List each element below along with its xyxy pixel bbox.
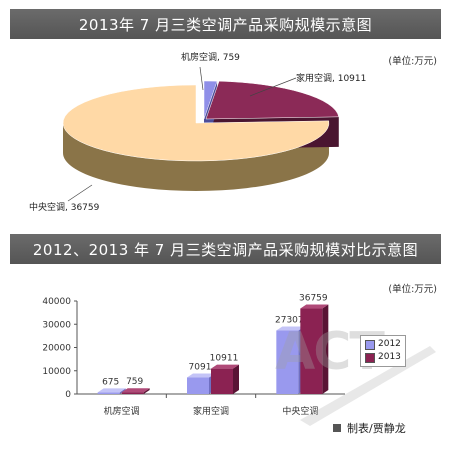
bar-value-label: 675	[102, 377, 119, 387]
pie-leader-line	[249, 77, 297, 97]
bar-value-label: 759	[126, 377, 143, 387]
bar-2012-0	[97, 388, 126, 394]
x-tick-label: 中央空调	[282, 405, 318, 417]
pie-slice-label: 家用空调, 10911	[296, 72, 366, 84]
credit-line: 制表/贾静龙	[333, 420, 406, 436]
legend-item-2012: 2012	[365, 338, 401, 351]
bar-2013-2	[300, 304, 329, 394]
pie-slice-label: 中央空调, 36759	[29, 201, 100, 213]
legend-label-2013: 2013	[378, 352, 401, 362]
pie-slice-machine-room	[203, 80, 218, 120]
bar-legend: 2012 2013	[360, 335, 406, 367]
pie-chart-title: 2013年 7 月三类空调产品采购规模示意图	[10, 9, 441, 39]
pie-leader-line	[199, 66, 204, 91]
x-tick-label: 机房空调	[104, 405, 140, 417]
legend-swatch-2013	[365, 352, 375, 363]
pie-slice-central	[62, 84, 330, 162]
bar-chart-title: 2012、2013 年 7 月三类空调产品采购规模对比示意图	[10, 234, 441, 264]
x-tick-label: 家用空调	[193, 405, 229, 417]
pie-chart: 机房空调, 759 家用空调, 10911 中央空调, 36759	[29, 51, 366, 213]
pie-slice-label: 机房空调, 759	[181, 51, 240, 63]
bar-2012-1	[187, 373, 215, 394]
y-tick-label: 0	[65, 390, 71, 400]
credit-text: 制表/贾静龙	[347, 422, 406, 435]
bar-value-label: 7091	[189, 363, 212, 373]
bar-2013-1	[211, 364, 239, 394]
pie-slice-household	[205, 80, 340, 120]
credit-square-icon	[333, 424, 341, 432]
bar-value-label: 36759	[299, 294, 328, 304]
pie-unit-label: (单位:万元)	[388, 56, 437, 67]
pie-slice-side	[63, 123, 329, 191]
bar-2013-0	[121, 388, 150, 394]
y-tick-label: 30000	[42, 320, 71, 330]
pie-leader-line	[67, 184, 93, 202]
legend-swatch-2012	[365, 339, 375, 350]
y-tick-label: 20000	[42, 344, 71, 354]
pie-slice-wall	[63, 123, 329, 191]
bar-value-label: 10911	[210, 354, 239, 364]
bar-unit-label: (单位:万元)	[388, 284, 437, 295]
y-tick-label: 10000	[42, 367, 71, 377]
y-tick-label: 40000	[42, 297, 71, 307]
legend-label-2012: 2012	[378, 339, 401, 349]
bar-value-label: 27307	[275, 316, 304, 326]
legend-item-2013: 2013	[365, 351, 401, 364]
